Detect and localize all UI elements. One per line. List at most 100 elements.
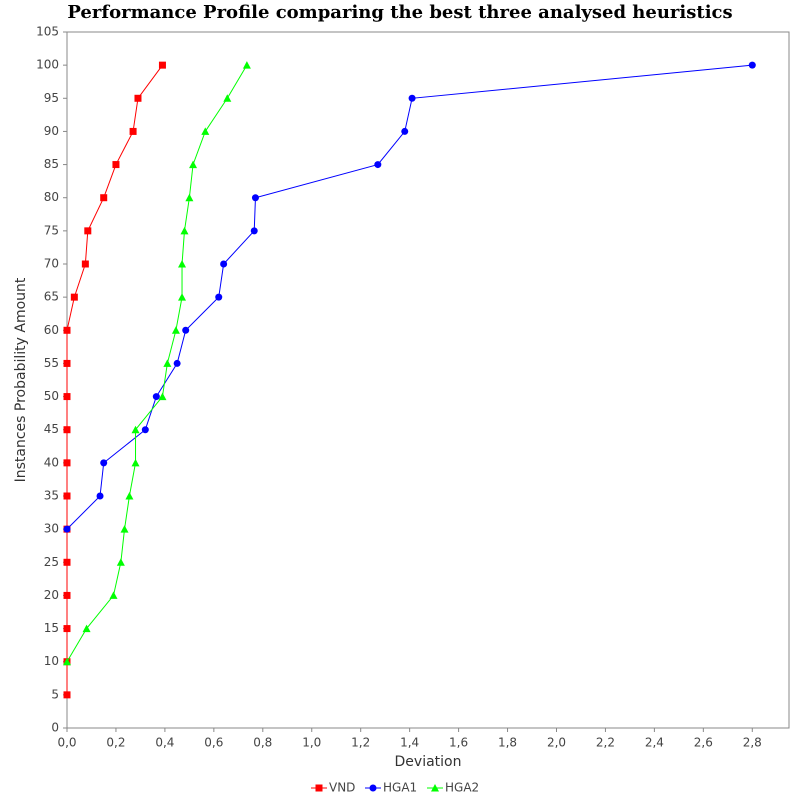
marker — [63, 657, 71, 666]
marker — [141, 426, 149, 434]
x-tick-label: 2,0 — [547, 736, 566, 750]
marker — [251, 194, 259, 202]
legend-item: HGA2 — [427, 781, 479, 795]
y-tick-label: 100 — [36, 58, 59, 72]
y-tick-label: 90 — [44, 124, 59, 138]
marker — [131, 425, 140, 434]
y-tick-label: 105 — [36, 25, 59, 39]
y-tick-label: 60 — [44, 323, 59, 337]
marker — [70, 293, 78, 301]
marker — [134, 94, 142, 102]
y-tick-label: 30 — [44, 522, 59, 536]
x-tick-label: 2,2 — [596, 736, 615, 750]
y-tick-label: 85 — [44, 157, 59, 171]
marker — [112, 161, 120, 169]
x-tick-label: 0,0 — [57, 736, 76, 750]
y-tick-label: 75 — [44, 223, 59, 237]
marker — [182, 326, 190, 334]
marker — [100, 459, 108, 467]
x-tick-label: 1,2 — [351, 736, 370, 750]
marker — [189, 160, 198, 169]
marker — [63, 558, 71, 566]
y-tick-label: 25 — [44, 555, 59, 569]
y-tick-label: 10 — [44, 654, 59, 668]
marker — [109, 591, 118, 599]
legend-label: HGA1 — [383, 781, 417, 795]
marker — [152, 393, 160, 401]
y-tick-label: 40 — [44, 455, 59, 469]
y-tick-label: 65 — [44, 290, 59, 304]
marker — [63, 326, 71, 334]
marker — [116, 558, 125, 566]
x-axis-label: Deviation — [395, 754, 462, 770]
x-tick-label: 2,6 — [694, 736, 713, 750]
marker — [171, 326, 180, 334]
marker — [120, 525, 129, 533]
y-tick-label: 20 — [44, 588, 59, 602]
marker — [748, 61, 756, 69]
y-tick-label: 15 — [44, 621, 59, 635]
x-tick-label: 1,0 — [302, 736, 321, 750]
y-tick-label: 0 — [51, 721, 59, 735]
legend-label: HGA2 — [445, 781, 479, 795]
marker — [63, 691, 71, 699]
legend-marker — [431, 784, 439, 792]
marker — [63, 591, 71, 599]
x-tick-label: 2,8 — [743, 736, 762, 750]
marker — [180, 226, 189, 235]
y-tick-label: 70 — [44, 257, 59, 271]
marker — [401, 127, 409, 135]
legend-marker — [369, 784, 377, 792]
y-tick-label: 45 — [44, 422, 59, 436]
marker — [63, 393, 71, 401]
y-tick-label: 35 — [44, 489, 59, 503]
x-tick-label: 0,6 — [204, 736, 223, 750]
marker — [125, 492, 134, 500]
marker — [81, 260, 89, 268]
plot-area — [66, 31, 790, 729]
legend-label: VND — [329, 781, 355, 795]
chart-title: Performance Profile comparing the best t… — [67, 2, 732, 23]
marker — [63, 459, 71, 467]
y-axis-label: Instances Probability Amount — [13, 277, 29, 482]
marker — [185, 193, 194, 202]
marker — [250, 227, 258, 235]
marker — [84, 227, 92, 235]
marker — [220, 260, 228, 268]
marker — [129, 127, 137, 135]
x-tick-label: 0,4 — [155, 736, 174, 750]
marker — [201, 127, 210, 135]
marker — [178, 260, 187, 268]
marker — [63, 525, 71, 533]
legend-item: HGA1 — [365, 781, 417, 795]
x-tick-label: 1,4 — [400, 736, 419, 750]
y-tick-label: 5 — [51, 687, 59, 701]
y-tick-label: 95 — [44, 91, 59, 105]
marker — [158, 392, 167, 401]
x-tick-label: 0,2 — [106, 736, 125, 750]
marker — [100, 194, 108, 202]
marker — [223, 94, 232, 102]
marker — [131, 458, 140, 467]
y-tick-label: 50 — [44, 389, 59, 403]
x-tick-label: 1,8 — [498, 736, 517, 750]
marker — [82, 624, 91, 633]
x-tick-label: 0,8 — [253, 736, 272, 750]
marker — [408, 94, 416, 102]
y-tick-label: 80 — [44, 190, 59, 204]
marker — [63, 359, 71, 367]
y-tick-label: 55 — [44, 356, 59, 370]
marker — [178, 293, 187, 301]
marker — [215, 293, 223, 301]
legend-marker — [315, 784, 323, 792]
marker — [163, 359, 172, 367]
marker — [242, 61, 251, 69]
legend-item: VND — [311, 781, 355, 795]
marker — [96, 492, 104, 500]
x-tick-label: 1,6 — [449, 736, 468, 750]
marker — [374, 161, 382, 169]
marker — [158, 61, 166, 69]
x-tick-label: 2,4 — [645, 736, 664, 750]
marker — [63, 426, 71, 434]
